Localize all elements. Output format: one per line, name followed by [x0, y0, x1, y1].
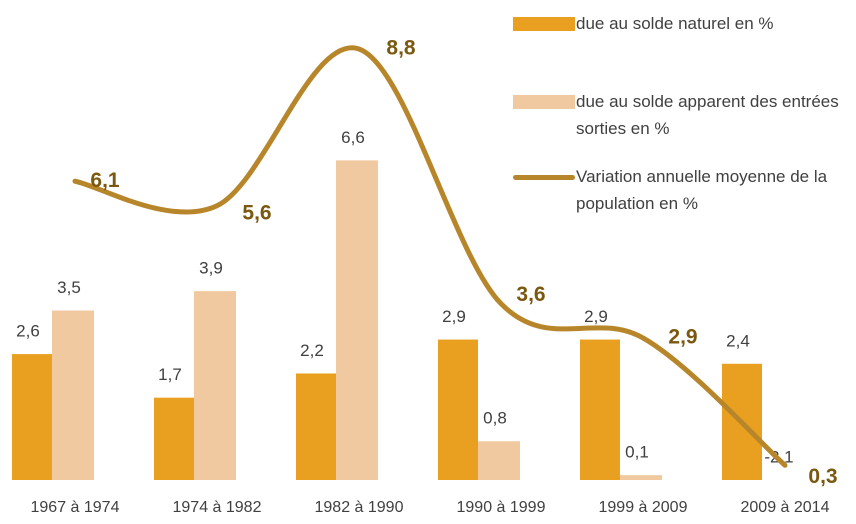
bar [478, 441, 520, 480]
value-label: 3,9 [199, 259, 223, 278]
value-label: 2,4 [726, 331, 750, 350]
legend-label: Variation annuelle moyenne de la populat… [576, 167, 828, 213]
x-tick-label: 1967 à 1974 [31, 499, 120, 516]
value-label: 2,9 [442, 307, 466, 326]
x-tick-label: 1974 à 1982 [173, 499, 262, 516]
legend-swatch [513, 95, 575, 109]
legend-swatch [513, 175, 575, 180]
value-label: 0,1 [625, 443, 649, 462]
bar [52, 310, 94, 480]
line-value-label: 5,6 [242, 201, 271, 224]
value-label: 2,6 [16, 322, 40, 341]
value-label: 2,2 [300, 341, 324, 360]
value-label: 0,8 [483, 409, 507, 428]
x-tick-label: 1999 à 2009 [599, 499, 688, 516]
bar [620, 475, 662, 480]
bar [296, 373, 336, 480]
value-label: 1,7 [158, 365, 182, 384]
legend-swatch [513, 17, 575, 31]
bar [154, 397, 194, 480]
bar [580, 339, 620, 480]
line-value-label: 3,6 [516, 283, 545, 306]
value-label: 6,6 [341, 128, 365, 147]
x-tick-label: 2009 à 2014 [741, 499, 830, 516]
line-value-label: 0,3 [808, 465, 837, 488]
bar [194, 291, 236, 480]
legend-label: due au solde apparent des entrées sortie… [576, 92, 839, 138]
x-tick-label: 1990 à 1999 [457, 499, 546, 516]
value-label: 2,9 [584, 307, 608, 326]
bar [438, 339, 478, 480]
line [72, 45, 788, 468]
line-value-label: 8,8 [386, 37, 416, 60]
bar [12, 354, 52, 480]
value-label: 3,5 [57, 278, 81, 297]
x-tick-label: 1982 à 1990 [315, 499, 404, 516]
line-value-label: 6,1 [90, 169, 120, 192]
bar [336, 160, 378, 480]
line-value-label: 2,9 [668, 326, 697, 349]
legend-label: due au solde naturel en % [576, 14, 774, 33]
